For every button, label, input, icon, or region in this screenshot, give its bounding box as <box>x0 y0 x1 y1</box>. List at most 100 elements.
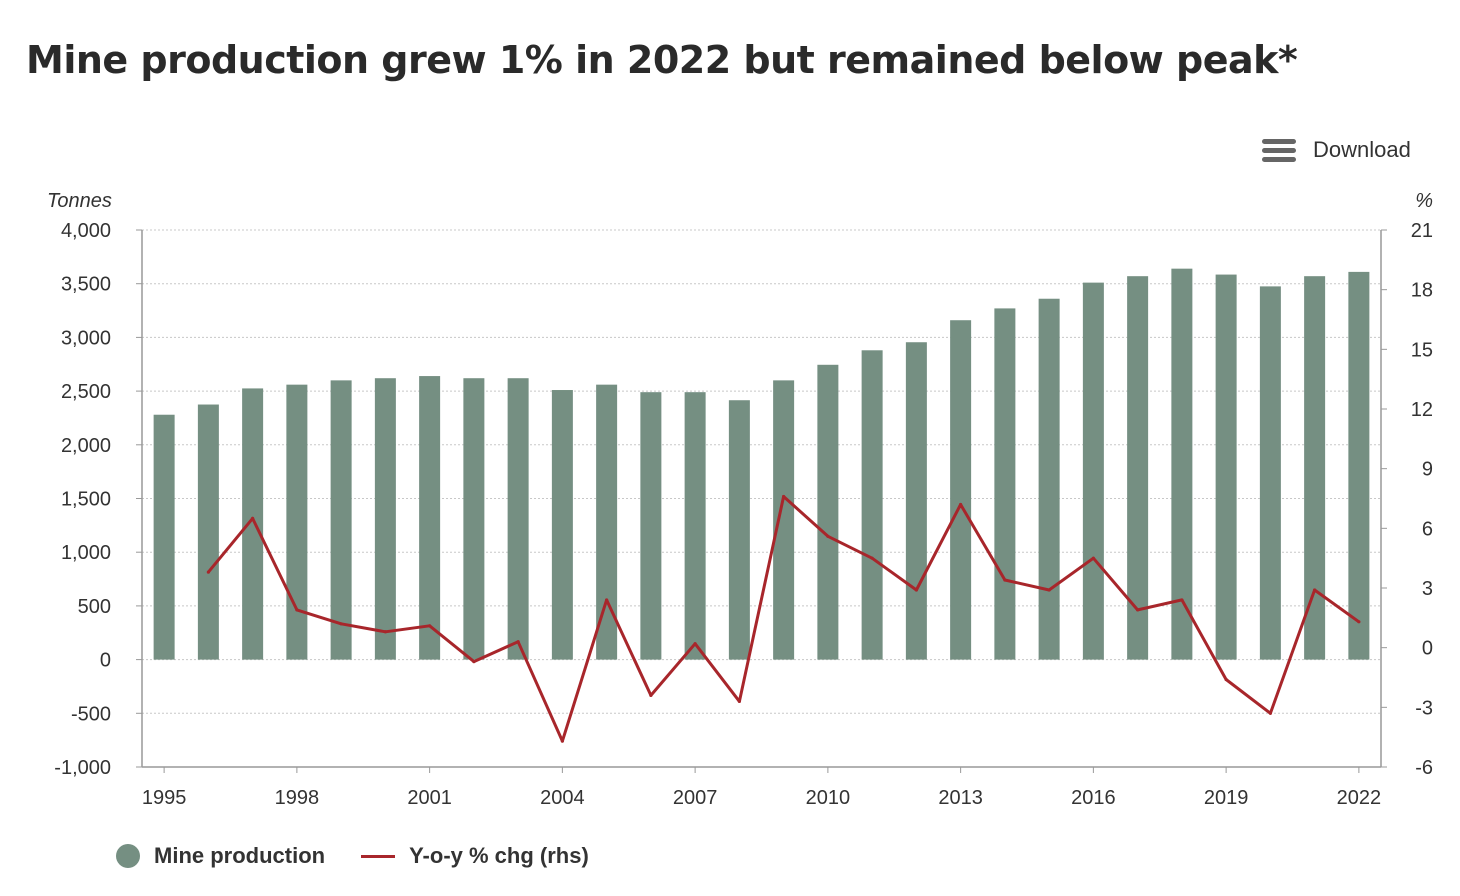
bar-2014 <box>994 308 1016 660</box>
y-right-tick-label: 3 <box>1422 578 1433 600</box>
yoy-point-2000 <box>383 630 387 634</box>
bar-2015 <box>1038 298 1060 660</box>
yoy-point-2013 <box>959 502 963 507</box>
yoy-point-1996 <box>206 570 210 574</box>
bar-1998 <box>286 384 308 660</box>
bar-1996 <box>197 404 219 660</box>
tick-labels: -1,000 -500 0 500 1,000 1,500 2,000 2,500 3,000 3… <box>54 220 1433 809</box>
bar-2006 <box>640 392 662 660</box>
bar-2005 <box>596 384 618 660</box>
bar-2007 <box>684 392 706 660</box>
bar-2008 <box>728 400 750 660</box>
x-tick-label: 2010 <box>806 787 851 809</box>
x-tick-label: 1995 <box>142 787 187 809</box>
yoy-point-2017 <box>1136 608 1140 612</box>
download-button[interactable]: Download <box>1262 136 1411 164</box>
y-right-tick-label: -6 <box>1415 757 1433 779</box>
bar-2020 <box>1259 286 1281 660</box>
x-tick-label: 1998 <box>275 787 320 809</box>
x-tick-label: 2016 <box>1071 787 1116 809</box>
yoy-point-2003 <box>516 640 520 644</box>
y-right-tick-label: 21 <box>1411 220 1433 242</box>
bar-2004 <box>551 390 573 660</box>
yoy-point-2006 <box>649 693 653 698</box>
yoy-point-2020 <box>1268 711 1272 715</box>
yoy-point-2008 <box>737 699 741 703</box>
y-left-tick-label: 2,500 <box>61 381 111 403</box>
bar-2012 <box>905 342 927 660</box>
yoy-point-2007 <box>693 642 697 646</box>
x-tick-label: 2013 <box>938 787 983 809</box>
yoy-point-2002 <box>472 659 476 664</box>
legend-label: Mine production <box>154 843 326 868</box>
x-tick-label: 2004 <box>540 787 585 809</box>
y-left-tick-label: 500 <box>78 596 111 618</box>
y-right-tick-label: 9 <box>1422 459 1433 481</box>
right-axis-label: % <box>1415 190 1433 212</box>
legend-item-yoy-change[interactable]: Y-o-y % chg (rhs) <box>361 843 589 869</box>
legend-item-mine-production[interactable]: Mine production <box>116 843 325 869</box>
yoy-point-2021 <box>1313 588 1317 592</box>
yoy-point-2009 <box>782 494 786 499</box>
yoy-point-2018 <box>1180 598 1184 602</box>
bar-2022 <box>1348 271 1370 660</box>
yoy-point-2014 <box>1003 578 1007 582</box>
yoy-point-2011 <box>870 556 874 560</box>
legend-line-marker <box>361 854 396 858</box>
y-left-tick-label: 3,000 <box>61 327 111 349</box>
yoy-point-2005 <box>605 598 609 602</box>
yoy-point-1998 <box>295 608 299 612</box>
yoy-point-2004 <box>560 739 564 743</box>
x-tick-label: 2022 <box>1337 787 1382 809</box>
y-left-tick-label: -1,000 <box>54 757 111 779</box>
bar-2017 <box>1127 276 1149 660</box>
y-right-tick-label: 12 <box>1411 399 1433 421</box>
yoy-point-2010 <box>826 534 830 538</box>
bar-2010 <box>817 364 839 660</box>
axes <box>136 229 1387 773</box>
yoy-point-2019 <box>1224 677 1228 682</box>
yoy-point-1999 <box>339 622 343 626</box>
y-right-tick-label: 18 <box>1411 280 1433 302</box>
bar-2019 <box>1215 274 1237 660</box>
bar-2011 <box>861 350 883 660</box>
y-right-tick-label: 0 <box>1422 638 1433 660</box>
legend-label: Y-o-y % chg (rhs) <box>409 843 589 868</box>
legend: Mine production Y-o-y % chg (rhs) <box>116 843 625 869</box>
bar-2003 <box>507 378 529 660</box>
yoy-point-2001 <box>428 624 432 628</box>
yoy-point-2016 <box>1091 556 1095 560</box>
y-left-tick-label: 1,000 <box>61 542 111 564</box>
bar-2001 <box>419 376 441 660</box>
gridlines <box>142 229 1381 714</box>
line-series <box>206 494 1361 743</box>
chart-title: Mine production grew 1% in 2022 but rema… <box>26 38 1298 82</box>
yoy-point-1997 <box>251 516 255 520</box>
yoy-point-2015 <box>1047 588 1051 592</box>
x-tick-label: 2001 <box>407 787 452 809</box>
yoy-point-2012 <box>914 588 918 592</box>
download-label: Download <box>1313 137 1411 162</box>
menu-icon <box>1262 136 1296 164</box>
y-right-tick-label: 15 <box>1411 339 1433 361</box>
bar-2000 <box>374 378 396 660</box>
bar-2002 <box>463 378 485 660</box>
bar-1995 <box>153 414 175 660</box>
y-left-tick-label: 2,000 <box>61 435 111 457</box>
bar-1997 <box>242 388 264 660</box>
x-tick-label: 2007 <box>673 787 718 809</box>
bar-2021 <box>1304 276 1326 660</box>
bar-2009 <box>773 380 795 660</box>
x-tick-label: 2019 <box>1204 787 1249 809</box>
bar-2016 <box>1082 282 1104 660</box>
y-left-tick-label: 3,500 <box>61 274 111 296</box>
y-right-tick-label: 6 <box>1422 518 1433 540</box>
legend-bar-marker <box>116 844 140 868</box>
yoy-point-2022 <box>1357 620 1361 624</box>
bar-2013 <box>950 320 972 660</box>
y-left-tick-label: 4,000 <box>61 220 111 242</box>
y-left-tick-label: -500 <box>71 703 111 725</box>
y-left-tick-label: 1,500 <box>61 489 111 511</box>
bar-2018 <box>1171 268 1193 660</box>
